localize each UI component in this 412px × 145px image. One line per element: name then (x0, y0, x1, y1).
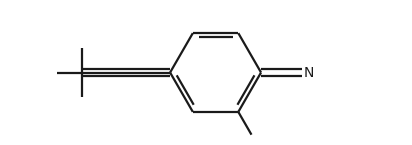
Text: N: N (304, 66, 314, 79)
